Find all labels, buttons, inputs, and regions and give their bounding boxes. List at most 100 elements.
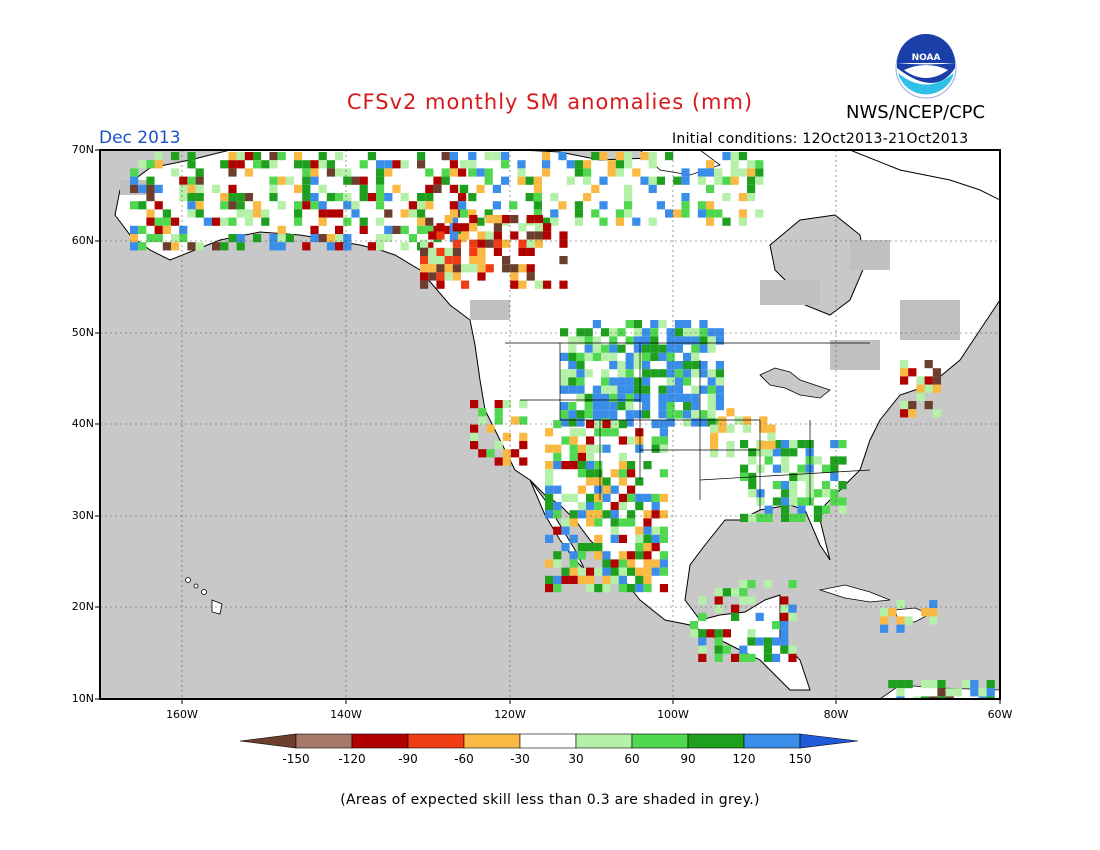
anomaly-cell [642,385,651,394]
anomaly-cell [545,502,554,511]
anomaly-cell [666,344,675,353]
anomaly-cell [698,645,707,654]
anomaly-cell [569,575,578,584]
anomaly-cell [510,272,519,281]
anomaly-cell [617,344,626,353]
anomaly-cell [726,424,735,433]
colorbar-segment [687,733,745,749]
anomaly-cell [916,376,925,385]
anomaly-cell [932,376,941,385]
anomaly-cell [788,653,797,662]
anomaly-cell [586,502,595,511]
anomaly-cell [772,448,781,457]
anomaly-cell [640,176,649,185]
anomaly-cell [715,377,724,386]
anomaly-cell [594,534,603,543]
anomaly-cell [691,328,700,337]
anomaly-cell [510,231,519,240]
anomaly-cell [888,608,897,617]
anomaly-cell [478,416,487,425]
anomaly-cell [576,377,585,386]
anomaly-cell [318,209,327,218]
anomaly-cell [594,493,603,502]
anomaly-cell [559,239,568,248]
anomaly-cell [781,456,790,465]
anomaly-cell [526,215,535,224]
anomaly-cell [924,360,933,369]
anomaly-cell [764,456,773,465]
anomaly-cell [756,497,765,506]
anomaly-cell [577,444,586,453]
anomaly-cell [146,176,155,185]
anomaly-cell [896,624,905,633]
anomaly-cell [502,400,511,409]
anomaly-cell [400,242,409,251]
anomaly-cell [747,168,756,177]
anomaly-cell [452,247,461,256]
anomaly-cell [651,559,660,568]
anomaly-cell [617,393,626,402]
anomaly-cell [586,510,595,519]
anomaly-cell [635,543,644,552]
anomaly-cell [561,436,570,445]
anomaly-cell [468,152,477,161]
anomaly-cell [458,201,467,210]
anomaly-cell [526,264,535,273]
anomaly-cell [392,184,401,193]
anomaly-cell [665,152,674,161]
anomaly-cell [904,616,913,625]
anomaly-cell [658,385,667,394]
anomaly-cell [921,608,930,617]
anomaly-cell [400,193,409,202]
anomaly-cell [592,320,601,329]
anomaly-cell [880,608,889,617]
anomaly-cell [714,653,723,662]
lat-label-10: 10N [71,692,94,705]
anomaly-cell [550,209,559,218]
anomaly-cell [625,320,634,329]
anomaly-cell [460,209,469,218]
anomaly-cell [417,201,426,210]
anomaly-cell [789,472,798,481]
anomaly-cell [351,209,360,218]
anomaly-cell [195,168,204,177]
anomaly-cell [635,477,644,486]
anomaly-cell [545,469,554,478]
anomaly-cell [130,242,139,251]
anomaly-cell [635,526,644,535]
anomaly-cell [534,280,543,289]
anomaly-cell [138,242,147,251]
lat-label-40: 40N [71,417,94,430]
anomaly-cell [154,201,163,210]
anomaly-cell [433,184,442,193]
anomaly-cell [759,424,768,433]
anomaly-cell [146,234,155,243]
anomaly-cell [351,176,360,185]
anomaly-cell [607,168,616,177]
anomaly-cell [494,408,503,417]
anomaly-cell [747,160,756,169]
anomaly-cell [561,526,570,535]
anomaly-cell [953,688,962,697]
anomaly-cell [659,584,668,593]
anomaly-cell [569,461,578,470]
footnote: (Areas of expected skill less than 0.3 a… [340,792,760,808]
anomaly-cell [502,457,511,466]
anomaly-cell [534,223,543,232]
anomaly-cell [706,629,715,638]
anomaly-cell [929,600,938,609]
anomaly-cell [359,176,368,185]
anomaly-cell [838,456,847,465]
anomaly-cell [610,526,619,535]
anomaly-cell [187,242,196,251]
anomaly-cell [425,193,434,202]
anomaly-cell [367,152,376,161]
anomaly-cell [666,410,675,419]
anomaly-cell [584,344,593,353]
anomaly-cell [441,225,450,234]
anomaly-cell [468,168,477,177]
anomaly-cell [683,418,692,427]
anomaly-cell [691,385,700,394]
anomaly-cell [601,385,610,394]
anomaly-cell [683,352,692,361]
